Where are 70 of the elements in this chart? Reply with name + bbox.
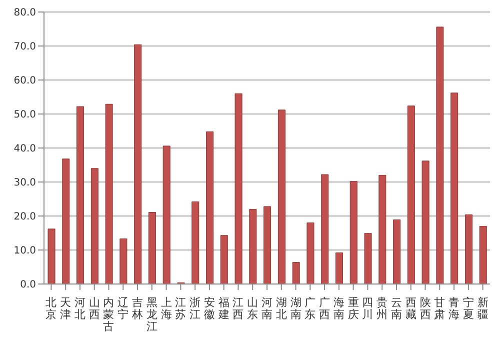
bar [364, 233, 372, 284]
bar [76, 106, 84, 284]
bar [90, 168, 98, 284]
x-tick-label: 北京 [46, 296, 57, 321]
x-tick-label: 陕西 [420, 296, 431, 321]
x-tick-label: 甘肃 [434, 296, 446, 321]
bar [105, 104, 113, 284]
bar [479, 226, 487, 284]
x-tick-label: 贵州 [376, 296, 388, 321]
bar [220, 235, 228, 284]
bar [292, 262, 300, 284]
x-tick-label: 广东 [304, 296, 316, 321]
bar [278, 110, 286, 284]
x-tick-label: 宁夏 [462, 296, 474, 321]
bar [148, 212, 156, 284]
x-tick-label: 辽宁 [118, 296, 129, 321]
bar [335, 252, 343, 284]
y-tick-label: 10.0 [14, 246, 36, 257]
bar [162, 146, 170, 284]
bar [120, 238, 128, 284]
x-tick-label: 西藏 [405, 296, 416, 321]
bar [134, 44, 142, 284]
bar [192, 201, 200, 284]
bar [393, 219, 401, 284]
bar [48, 228, 56, 284]
bar [464, 214, 472, 284]
x-tick-label: 浙江 [190, 296, 201, 321]
bar [264, 206, 272, 284]
x-tick-label: 广西 [319, 296, 330, 321]
y-tick-label: 50.0 [14, 110, 36, 121]
x-tick-label: 重庆 [348, 296, 359, 321]
bar [407, 106, 415, 284]
x-tick-label: 河北 [74, 296, 86, 321]
x-tick-label: 河南 [262, 296, 272, 321]
x-tick-label: 天津 [60, 296, 72, 321]
y-tick-label: 30.0 [14, 178, 36, 189]
x-tick-label: 福建 [217, 296, 230, 321]
y-tick-label: 20.0 [14, 212, 36, 223]
bar [306, 222, 314, 284]
y-tick-label: 70.0 [14, 42, 36, 53]
y-tick-label: 40.0 [14, 144, 36, 155]
bar [62, 158, 70, 284]
bar [206, 131, 214, 284]
bar [422, 160, 430, 284]
bar [450, 92, 458, 284]
x-tick-label: 新疆 [477, 296, 488, 321]
x-tick-label: 江西 [232, 296, 244, 321]
y-tick-label: 0.0 [20, 280, 36, 291]
x-tick-label: 山东 [247, 296, 258, 321]
bar [350, 181, 358, 284]
x-tick-label: 黑龙江 [146, 296, 158, 333]
x-tick-label: 青海 [448, 296, 460, 321]
x-tick-label: 湖南 [290, 296, 302, 321]
bar [234, 93, 242, 284]
bar [436, 26, 444, 284]
x-tick-label: 四川 [362, 296, 374, 321]
bar [321, 174, 329, 284]
bar [378, 174, 386, 284]
x-tick-label: 山西 [88, 296, 100, 321]
x-tick-label: 云南 [390, 296, 402, 321]
y-tick-label: 80.0 [14, 8, 36, 19]
bar [249, 208, 257, 284]
y-tick-label: 60.0 [14, 76, 36, 87]
x-tick-label: 上海 [160, 296, 172, 321]
x-tick-label: 海南 [333, 296, 344, 321]
x-tick-label: 吉林 [131, 296, 144, 321]
x-tick-label: 内蒙古 [103, 296, 114, 333]
x-tick-label: 湖北 [276, 296, 287, 321]
x-tick-label: 江苏 [175, 296, 186, 321]
x-tick-label: 安徽 [204, 296, 215, 321]
